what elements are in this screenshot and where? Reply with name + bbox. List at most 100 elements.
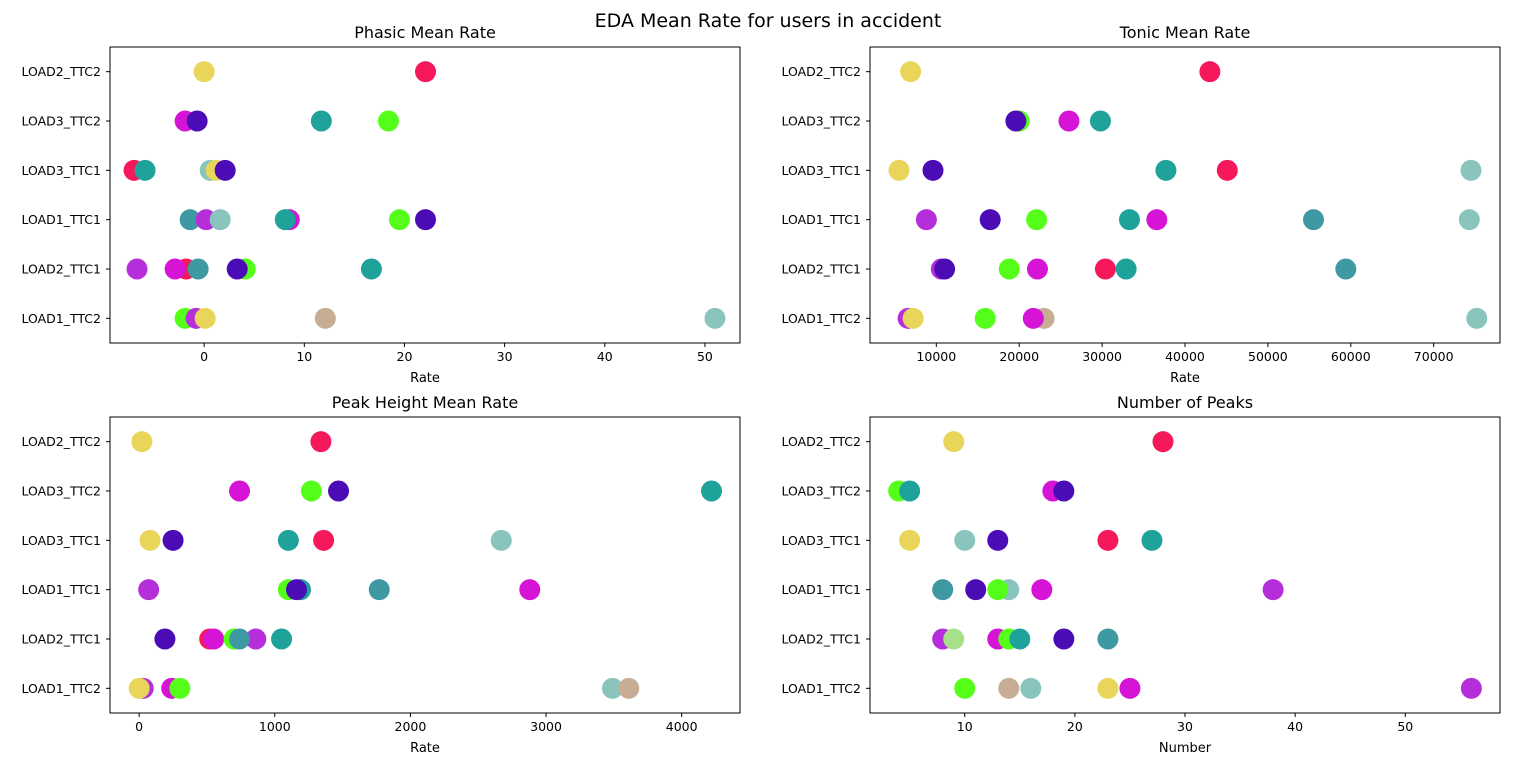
data-point	[1053, 480, 1075, 502]
data-point	[934, 258, 956, 280]
markers	[128, 431, 723, 699]
y-tick-label: LOAD1_TTC1	[21, 212, 101, 227]
data-point	[186, 110, 208, 132]
x-tick-label: 40	[1287, 719, 1303, 734]
x-tick-label: 50	[697, 349, 713, 364]
y-tick-label: LOAD2_TTC2	[781, 434, 861, 449]
data-point	[245, 628, 267, 650]
y-tick-label: LOAD1_TTC2	[781, 311, 861, 326]
data-point	[285, 579, 307, 601]
data-point	[1119, 677, 1141, 699]
data-point	[164, 258, 186, 280]
data-point	[134, 159, 156, 181]
data-point	[900, 61, 922, 83]
data-point	[388, 209, 410, 231]
x-tick-label: 40	[597, 349, 613, 364]
subplot-title: Peak Height Mean Rate	[332, 393, 518, 412]
markers	[888, 61, 1488, 329]
x-tick-label: 50	[1397, 719, 1413, 734]
x-tick-label: 4000	[666, 719, 698, 734]
subplot-1: Phasic Mean Rate LOAD1_TTC2 LOAD2_TTC1 LOAD…	[21, 23, 741, 386]
data-point	[154, 628, 176, 650]
data-point	[1146, 209, 1168, 231]
data-point	[226, 258, 248, 280]
data-point	[1141, 529, 1163, 551]
data-point	[162, 529, 184, 551]
data-point	[368, 579, 390, 601]
axes-frame	[869, 46, 1501, 344]
data-point	[1460, 159, 1482, 181]
data-point	[187, 258, 209, 280]
y-tick-label: LOAD1_TTC1	[781, 212, 861, 227]
data-point	[310, 110, 332, 132]
data-point	[1005, 110, 1027, 132]
data-point	[194, 307, 216, 329]
y-tick-label: LOAD2_TTC2	[21, 434, 101, 449]
x-tick-label: 50000	[1248, 349, 1288, 364]
y-tick-label: LOAD2_TTC1	[21, 262, 101, 277]
axes-frame	[109, 46, 741, 344]
data-point	[987, 579, 1009, 601]
data-point	[313, 529, 335, 551]
x-tick-label: 60000	[1331, 349, 1371, 364]
x-tick-label: 30	[1177, 719, 1193, 734]
data-point	[602, 677, 624, 699]
y-tick-label: LOAD3_TTC2	[781, 114, 861, 129]
y-tick-label: LOAD3_TTC2	[21, 114, 101, 129]
x-tick-label: 2000	[395, 719, 427, 734]
data-point	[1058, 110, 1080, 132]
data-point	[169, 677, 191, 699]
data-point	[1152, 431, 1174, 453]
data-point	[377, 110, 399, 132]
y-tick-label: LOAD1_TTC2	[21, 681, 101, 696]
data-point	[360, 258, 382, 280]
data-point	[209, 209, 231, 231]
data-point	[1335, 258, 1357, 280]
data-point	[998, 258, 1020, 280]
x-tick-label: 20	[397, 349, 413, 364]
data-point	[310, 431, 332, 453]
data-point	[979, 209, 1001, 231]
data-point	[139, 529, 161, 551]
data-point	[922, 159, 944, 181]
data-point	[131, 431, 153, 453]
data-point	[943, 431, 965, 453]
data-point	[932, 579, 954, 601]
data-point	[954, 529, 976, 551]
data-point	[899, 529, 921, 551]
markers	[123, 61, 726, 329]
data-point	[1458, 209, 1480, 231]
y-tick-label: LOAD2_TTC1	[781, 262, 861, 277]
data-point	[1026, 209, 1048, 231]
x-tick-label: 3000	[530, 719, 562, 734]
subplot-3: Peak Height Mean Rate LOAD1_TTC2 LOAD2_TTC…	[21, 393, 741, 756]
data-point	[415, 209, 437, 231]
data-point	[954, 677, 976, 699]
x-tick-label: 10	[296, 349, 312, 364]
subplot-title: Tonic Mean Rate	[1119, 23, 1251, 42]
data-point	[1022, 307, 1044, 329]
data-point	[974, 307, 996, 329]
data-point	[1089, 110, 1111, 132]
x-tick-label: 70000	[1414, 349, 1454, 364]
data-point	[179, 209, 201, 231]
data-point	[1155, 159, 1177, 181]
data-point	[1460, 677, 1482, 699]
data-point	[193, 61, 215, 83]
x-tick-label: 30000	[1082, 349, 1122, 364]
markers	[888, 431, 1482, 699]
data-point	[415, 61, 437, 83]
data-point	[229, 480, 251, 502]
y-tick-label: LOAD1_TTC1	[781, 582, 861, 597]
data-point	[701, 480, 723, 502]
x-axis-label: Rate	[1170, 371, 1200, 386]
data-point	[314, 307, 336, 329]
data-point	[965, 579, 987, 601]
data-point	[1466, 307, 1488, 329]
data-point	[1053, 628, 1075, 650]
data-point	[1115, 258, 1137, 280]
data-point	[1094, 258, 1116, 280]
data-point	[138, 579, 160, 601]
data-point	[1009, 628, 1031, 650]
